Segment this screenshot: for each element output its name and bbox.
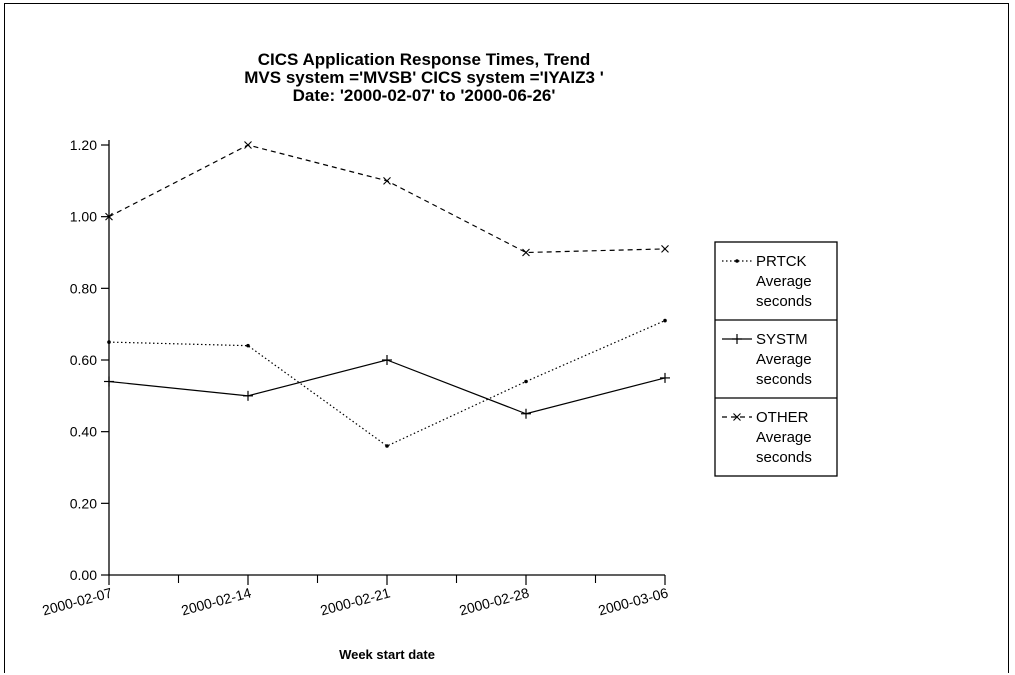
axes: 0.00 0.20 0.40 0.60 0.80 1.00 1.20 2000-02-07 20… [40,137,670,618]
legend-label: PRTCK [756,253,807,270]
data-point-marker [661,245,669,253]
y-tick-label: 0.40 [70,424,97,440]
series-line-prtck [108,320,666,447]
y-tick-label: 0.20 [70,495,97,511]
chart-title: CICS Application Response Times, Trend M… [244,50,603,105]
x-axis-label: Week start date [339,647,435,662]
legend-label: seconds [756,371,812,388]
legend-label: seconds [756,293,812,310]
data-point-marker [663,318,667,323]
y-tick-label: 1.00 [70,209,97,225]
series-line-systm [108,359,666,415]
data-point-marker [107,340,111,344]
x-tick-label: 2000-02-28 [457,584,531,618]
x-tick-label: 2000-02-21 [318,584,392,618]
series-systm [104,355,670,419]
data-point-marker [735,259,739,263]
y-tick-label: 1.20 [70,137,97,153]
x-tick-label: 2000-02-14 [179,584,253,618]
data-point-marker [385,444,389,448]
data-point-marker [105,212,113,221]
data-point-marker [524,379,528,384]
chart-title-line-1: CICS Application Response Times, Trend [258,50,591,69]
series-layer [104,141,670,448]
legend: PRTCKAveragesecondsSYSTMAveragesecondsOT… [714,241,838,477]
series-prtck [107,318,667,448]
chart-title-line-3: Date: '2000-02-07' to '2000-06-26' [293,86,556,105]
chart-title-line-2: MVS system ='MVSB' CICS system ='IYAIZ3 … [244,68,603,87]
data-point-marker [244,141,252,149]
series-other [105,141,669,257]
y-tick-label: 0.80 [70,280,97,296]
legend-item-systm: SYSTM Average seconds [715,319,837,388]
data-point-marker [733,413,741,421]
x-tick-label: 2000-02-07 [40,584,114,618]
y-tick-label: 0.60 [70,352,97,368]
chart-frame [4,3,1009,673]
x-tick-label: 2000-03-06 [596,584,670,618]
legend-box [714,241,838,477]
legend-label: Average [756,351,812,368]
legend-item-other: OTHER Average seconds [715,397,837,466]
legend-label: Average [756,273,812,290]
series-line-other [108,144,666,254]
legend-label: Average [756,429,812,446]
y-tick-label: 0.00 [70,567,97,583]
data-point-marker [383,176,391,185]
legend-item-prtck: PRTCK Average seconds [722,253,812,310]
data-point-marker [246,343,250,348]
data-point-marker [522,248,530,257]
legend-label: SYSTM [756,331,808,348]
legend-label: seconds [756,449,812,466]
legend-label: OTHER [756,409,809,426]
